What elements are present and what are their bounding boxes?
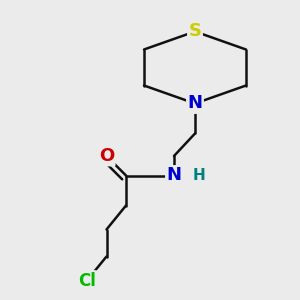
Text: Cl: Cl	[78, 272, 96, 290]
Text: N: N	[188, 94, 202, 112]
Text: H: H	[193, 168, 206, 183]
Text: S: S	[188, 22, 202, 40]
Text: N: N	[167, 167, 182, 184]
Text: O: O	[99, 147, 114, 165]
